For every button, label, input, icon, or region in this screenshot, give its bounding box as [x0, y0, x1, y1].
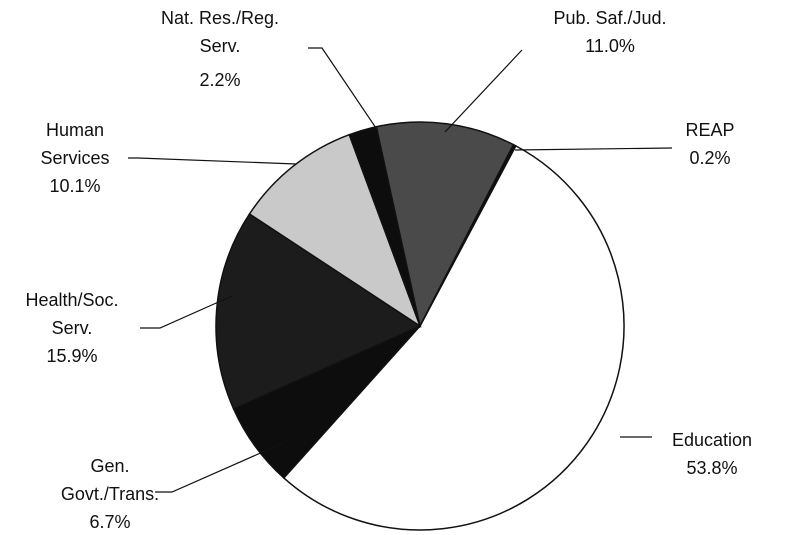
slice-label: REAP: [685, 120, 735, 140]
slice-value-label: 15.9%: [46, 346, 98, 366]
slice-label: Pub. Saf./Jud.: [553, 8, 667, 28]
leader-line: [155, 439, 291, 493]
pie-slice: [419, 143, 517, 327]
pie-slice: [215, 212, 422, 410]
leader-line: [128, 157, 297, 165]
slice-label: Human Services: [40, 120, 110, 168]
leader-line: [308, 47, 379, 132]
slice-label: Gen. Govt./Trans.: [60, 456, 160, 504]
slice-label: Health/Soc. Serv.: [25, 290, 119, 338]
slice-value-label: 10.1%: [49, 176, 101, 196]
slice-value-label: 11.0%: [585, 36, 635, 56]
leader-line: [444, 49, 523, 133]
pie-slice: [375, 121, 515, 329]
pie-slice: [282, 144, 625, 531]
slice-value-label: 53.8%: [686, 458, 738, 478]
slice-label: Education: [671, 430, 753, 450]
slice-label: Nat. Res./Reg. Serv.: [160, 8, 280, 56]
slice-value-label: 6.7%: [89, 512, 131, 532]
slice-value-label: 2.2%: [199, 70, 241, 90]
leader-line: [140, 295, 233, 329]
leader-line: [514, 147, 673, 151]
slice-value-label: 0.2%: [689, 148, 731, 168]
pie-slice: [248, 133, 422, 328]
